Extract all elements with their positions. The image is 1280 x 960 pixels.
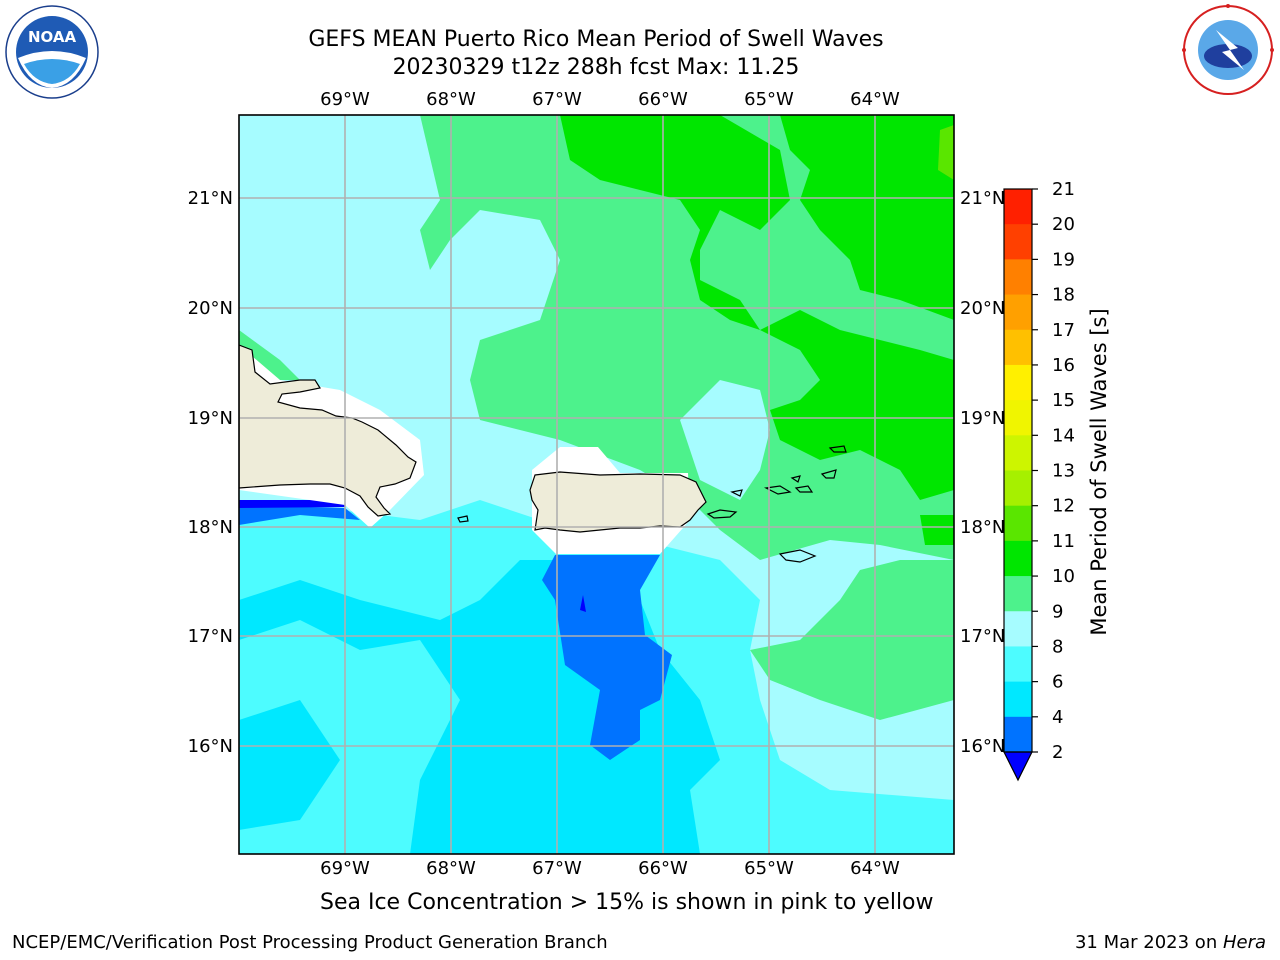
lon-tick-label: 69°W <box>320 858 370 879</box>
lat-labels-left: 21°N 20°N 19°N 18°N 17°N 16°N <box>188 188 233 757</box>
lat-tick-label: 19°N <box>188 408 233 429</box>
colorbar-segment <box>1004 646 1032 683</box>
map-subtitle: 20230329 t12z 288h fcst Max: 11.25 <box>392 55 800 80</box>
colorbar-segment <box>1004 611 1032 647</box>
lat-tick-label: 20°N <box>960 298 1005 319</box>
noaa-logo-text: NOAA <box>28 28 77 46</box>
colorbar-tick-label: 14 <box>1052 425 1075 446</box>
colorbar-segment <box>1004 400 1032 436</box>
lon-tick-label: 65°W <box>744 89 794 110</box>
colorbar-segment <box>1004 329 1032 366</box>
colorbar-segment <box>1004 435 1032 471</box>
colorbar-tick-label: 13 <box>1052 461 1075 482</box>
colorbar-segment <box>1004 259 1032 296</box>
noaa-logo: NOAA <box>5 5 99 99</box>
colorbar-under-triangle <box>1003 751 1033 782</box>
colorbar-tick-label: 17 <box>1052 320 1075 341</box>
colorbar-segment <box>1004 505 1032 542</box>
lat-tick-label: 21°N <box>188 188 233 209</box>
colorbar-tick-label: 8 <box>1052 636 1063 657</box>
colorbar-segment <box>1004 294 1032 331</box>
lon-labels-bottom: 69°W 68°W 67°W 66°W 65°W 64°W <box>320 858 900 879</box>
colorbar-tick-label: 20 <box>1052 214 1075 235</box>
nws-logo <box>1182 4 1274 95</box>
lon-tick-label: 68°W <box>426 89 476 110</box>
map-title: GEFS MEAN Puerto Rico Mean Period of Swe… <box>308 27 884 52</box>
colorbar-segment <box>1004 364 1032 401</box>
lat-tick-label: 18°N <box>960 517 1005 538</box>
colorbar-tick-label: 2 <box>1052 742 1063 763</box>
colorbar-tick-label: 16 <box>1052 355 1075 376</box>
lon-tick-label: 65°W <box>744 858 794 879</box>
lat-tick-label: 21°N <box>960 188 1005 209</box>
swell-period-field <box>239 115 954 854</box>
lon-tick-label: 64°W <box>850 89 900 110</box>
colorbar-tick-label: 11 <box>1052 531 1075 552</box>
footer-date: 31 Mar 2023 on Hera <box>1075 932 1266 953</box>
lon-labels-top: 69°W 68°W 67°W 66°W 65°W 64°W <box>320 89 900 110</box>
colorbar-segment <box>1004 681 1032 718</box>
lon-tick-label: 66°W <box>638 89 688 110</box>
colorbar-segment <box>1004 224 1032 260</box>
lon-tick-label: 69°W <box>320 89 370 110</box>
colorbar-tick-labels: 21 20 19 18 17 16 15 14 13 12 11 10 9 8 6 4 2 <box>1052 179 1075 763</box>
colorbar-tick-label: 21 <box>1052 179 1075 200</box>
colorbar-tick-label: 19 <box>1052 249 1075 270</box>
lat-tick-label: 17°N <box>188 626 233 647</box>
colorbar-tick-label: 15 <box>1052 390 1075 411</box>
colorbar-tick-label: 10 <box>1052 566 1075 587</box>
colorbar-tick-label: 9 <box>1052 601 1063 622</box>
colorbar-tick-label: 12 <box>1052 496 1075 517</box>
footer-date-text: 31 Mar 2023 on <box>1074 932 1223 953</box>
colorbar-segment <box>1004 576 1032 612</box>
colorbar-tick-label: 4 <box>1052 707 1063 728</box>
sea-ice-caption: Sea Ice Concentration > 15% is shown in … <box>320 890 934 915</box>
colorbar-label: Mean Period of Swell Waves [s] <box>1087 308 1111 635</box>
footer-machine: Hera <box>1222 932 1266 953</box>
colorbar-segment <box>1004 470 1032 507</box>
map-frame <box>238 114 955 855</box>
colorbar-segment <box>1004 189 1032 225</box>
lon-tick-label: 67°W <box>532 89 582 110</box>
colorbar-tick-label: 6 <box>1052 672 1063 693</box>
lon-tick-label: 66°W <box>638 858 688 879</box>
colorbar-segment <box>1004 716 1032 753</box>
footer-branch: NCEP/EMC/Verification Post Processing Pr… <box>12 932 608 953</box>
lat-tick-label: 18°N <box>188 517 233 538</box>
lon-tick-label: 64°W <box>850 858 900 879</box>
colorbar <box>1003 188 1038 782</box>
lat-tick-label: 16°N <box>188 736 233 757</box>
lon-tick-label: 67°W <box>532 858 582 879</box>
colorbar-segment <box>1004 540 1032 577</box>
lat-tick-label: 20°N <box>188 298 233 319</box>
lat-tick-label: 19°N <box>960 408 1005 429</box>
colorbar-tick-label: 18 <box>1052 285 1075 306</box>
map-gridlines <box>239 115 954 854</box>
lat-tick-label: 16°N <box>960 736 1005 757</box>
lon-tick-label: 68°W <box>426 858 476 879</box>
lat-labels-right: 21°N 20°N 19°N 18°N 17°N 16°N <box>960 188 1005 757</box>
lat-tick-label: 17°N <box>960 626 1005 647</box>
